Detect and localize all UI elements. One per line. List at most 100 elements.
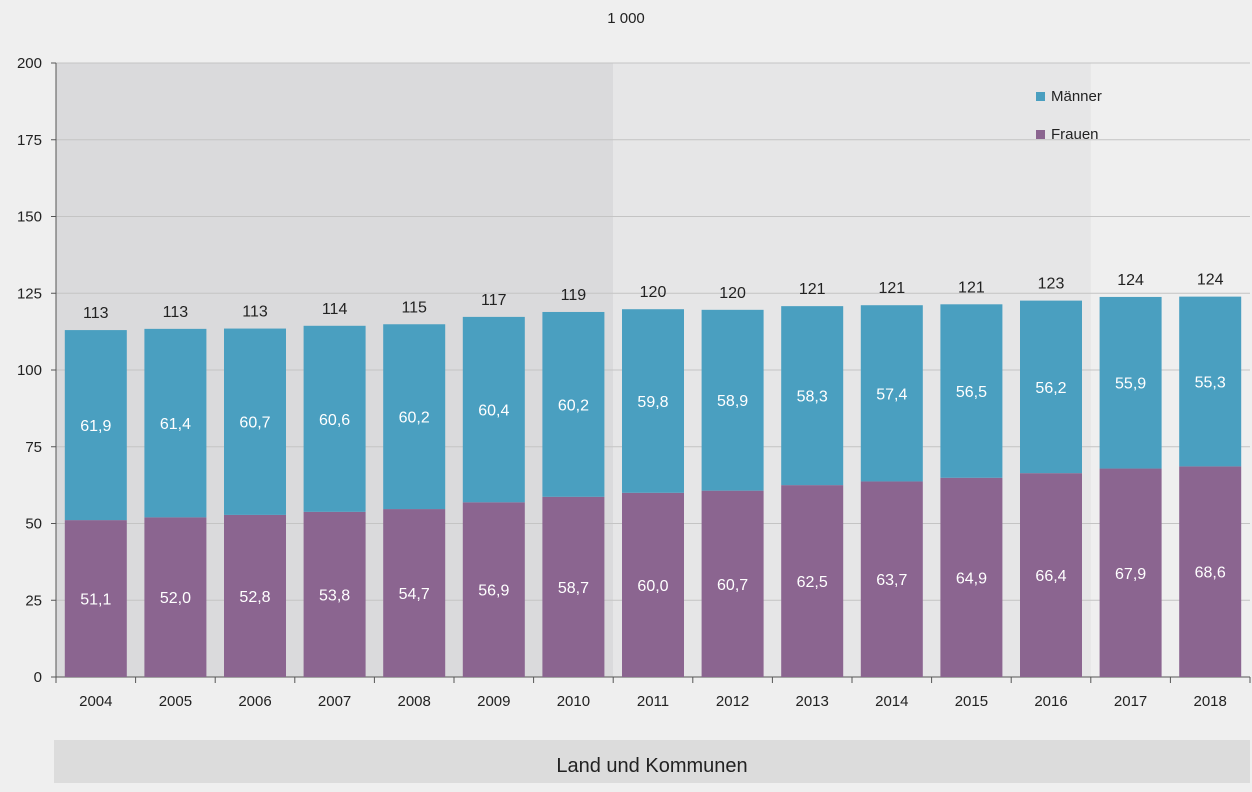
bar-frauen-2005 <box>144 517 207 677</box>
data-label-maenner-2016: 56,2 <box>1035 380 1066 397</box>
y-tick-label-125: 125 <box>17 285 42 302</box>
bar-frauen-2007 <box>303 511 366 677</box>
bar-frauen-2012 <box>701 490 764 677</box>
data-label-frauen-2009: 56,9 <box>478 583 509 600</box>
x-tick-label-2018: 2018 <box>1194 693 1227 710</box>
bar-maenner-2010 <box>542 311 605 497</box>
bar-maenner-2016 <box>1020 300 1082 474</box>
total-label-2011: 120 <box>640 284 667 301</box>
bar-frauen-2011 <box>622 492 684 677</box>
category-band-label: Land und Kommunen <box>54 740 1250 783</box>
x-tick-label-2007: 2007 <box>318 693 351 710</box>
bar-maenner-2012 <box>701 309 764 491</box>
total-label-2014: 121 <box>878 280 905 297</box>
bar-maenner-2011 <box>622 309 684 493</box>
bar-frauen-2013 <box>781 485 844 677</box>
bar-maenner-2009 <box>462 316 525 503</box>
x-tick-label-2017: 2017 <box>1114 693 1147 710</box>
data-label-frauen-2013: 62,5 <box>797 574 828 591</box>
bar-maenner-2004 <box>64 330 127 521</box>
x-tick-label-2013: 2013 <box>796 693 829 710</box>
total-label-2006: 113 <box>242 304 268 321</box>
x-tick-label-2009: 2009 <box>477 693 510 710</box>
total-label-2009: 117 <box>481 292 507 309</box>
data-label-maenner-2015: 56,5 <box>956 384 987 401</box>
bar-frauen-2008 <box>383 509 446 677</box>
data-label-frauen-2005: 52,0 <box>160 590 191 607</box>
bar-maenner-2005 <box>144 328 207 518</box>
bar-frauen-2018 <box>1179 466 1242 677</box>
total-label-2016: 123 <box>1038 276 1065 293</box>
bar-maenner-2007 <box>303 325 366 512</box>
bar-frauen-2014 <box>860 481 923 677</box>
data-label-maenner-2011: 59,8 <box>637 394 668 411</box>
data-label-maenner-2007: 60,6 <box>319 412 350 429</box>
data-label-frauen-2007: 53,8 <box>319 587 350 604</box>
y-tick-label-0: 0 <box>34 669 42 686</box>
data-label-maenner-2008: 60,2 <box>399 410 430 427</box>
x-tick-label-2005: 2005 <box>159 693 192 710</box>
x-tick-label-2011: 2011 <box>637 693 669 710</box>
total-label-2008: 115 <box>401 299 427 316</box>
legend-item-frauen: Frauen <box>1036 124 1102 144</box>
data-label-frauen-2018: 68,6 <box>1195 565 1226 582</box>
data-label-maenner-2004: 61,9 <box>80 418 111 435</box>
bar-maenner-2013 <box>781 306 844 486</box>
total-label-2004: 113 <box>83 305 109 322</box>
y-tick-label-200: 200 <box>17 55 42 72</box>
total-label-2018: 124 <box>1197 272 1224 289</box>
legend-swatch-maenner <box>1036 91 1045 101</box>
total-label-2017: 124 <box>1117 272 1144 289</box>
bar-maenner-2017 <box>1099 296 1162 469</box>
bar-frauen-2004 <box>64 520 127 677</box>
unit-label: 1 000 <box>607 10 645 27</box>
bar-frauen-2017 <box>1099 468 1162 677</box>
data-label-maenner-2012: 58,9 <box>717 393 748 410</box>
data-label-maenner-2013: 58,3 <box>797 389 828 406</box>
data-label-maenner-2006: 60,7 <box>239 415 270 432</box>
legend-label-maenner: Männer <box>1051 87 1102 105</box>
x-tick-label-2004: 2004 <box>79 693 112 710</box>
data-label-maenner-2005: 61,4 <box>160 416 191 433</box>
data-label-frauen-2014: 63,7 <box>876 572 907 589</box>
data-label-maenner-2018: 55,3 <box>1195 375 1226 392</box>
data-label-maenner-2017: 55,9 <box>1115 376 1146 393</box>
bar-frauen-2006 <box>224 514 286 677</box>
x-tick-label-2008: 2008 <box>398 693 431 710</box>
bar-frauen-2015 <box>940 477 1003 677</box>
data-label-frauen-2017: 67,9 <box>1115 566 1146 583</box>
data-label-frauen-2004: 51,1 <box>80 592 111 609</box>
legend-item-maenner: Männer <box>1036 86 1102 106</box>
bar-maenner-2008 <box>383 324 446 510</box>
y-tick-label-25: 25 <box>25 592 42 609</box>
x-tick-label-2010: 2010 <box>557 693 590 710</box>
total-label-2005: 113 <box>163 304 189 321</box>
bar-maenner-2006 <box>224 328 286 515</box>
bar-frauen-2016 <box>1020 473 1082 677</box>
legend: Männer Frauen <box>1036 86 1102 162</box>
data-label-frauen-2015: 64,9 <box>956 570 987 587</box>
bar-frauen-2010 <box>542 496 605 677</box>
y-tick-label-150: 150 <box>17 209 42 226</box>
total-label-2015: 121 <box>958 279 985 296</box>
total-label-2013: 121 <box>799 281 826 298</box>
y-tick-label-50: 50 <box>25 516 42 533</box>
y-tick-label-175: 175 <box>17 132 42 149</box>
data-label-frauen-2011: 60,0 <box>637 578 668 595</box>
data-label-frauen-2006: 52,8 <box>239 589 270 606</box>
x-tick-label-2006: 2006 <box>238 693 271 710</box>
x-tick-label-2016: 2016 <box>1034 693 1067 710</box>
bar-maenner-2018 <box>1179 296 1242 467</box>
total-label-2012: 120 <box>719 285 746 302</box>
data-label-frauen-2008: 54,7 <box>399 586 430 603</box>
legend-label-frauen: Frauen <box>1051 125 1099 143</box>
data-label-maenner-2010: 60,2 <box>558 397 589 414</box>
data-label-frauen-2010: 58,7 <box>558 580 589 597</box>
x-tick-label-2012: 2012 <box>716 693 749 710</box>
x-tick-label-2015: 2015 <box>955 693 988 710</box>
bar-maenner-2014 <box>860 305 923 482</box>
y-tick-label-75: 75 <box>25 439 42 456</box>
y-tick-label-100: 100 <box>17 362 42 379</box>
data-label-frauen-2016: 66,4 <box>1035 568 1066 585</box>
bar-frauen-2009 <box>462 502 525 677</box>
